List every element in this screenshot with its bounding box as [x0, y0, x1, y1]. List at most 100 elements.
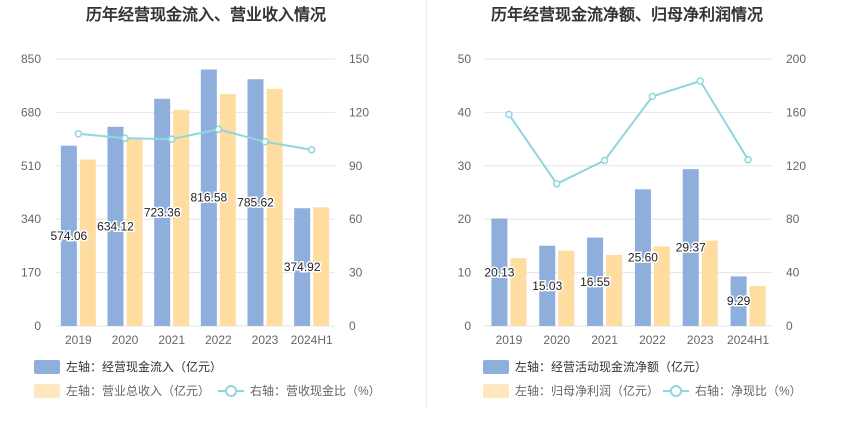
left-axis-tick-label: 40: [458, 105, 472, 119]
bar-secondary-2021[interactable]: [606, 254, 623, 326]
x-axis-tick-label: 2023: [252, 333, 279, 347]
ratio-point-2020[interactable]: [553, 180, 561, 188]
bar-secondary-2023[interactable]: [266, 88, 283, 326]
bar-data-label-2019: 20.13: [484, 265, 514, 279]
bar-data-label-2021: 723.36: [144, 205, 181, 219]
ratio-point-2019[interactable]: [74, 130, 83, 138]
legend-swatch-bar-primary[interactable]: [34, 360, 60, 374]
x-axis-tick-label: 2022: [639, 333, 666, 347]
bar-secondary-2020[interactable]: [558, 250, 575, 326]
ratio-point-2023[interactable]: [261, 138, 269, 146]
bar-primary-2023[interactable]: [682, 169, 699, 326]
bar-secondary-2024H1[interactable]: [313, 207, 330, 326]
left-axis-tick-label: 850: [21, 52, 41, 66]
bar-data-label-2022: 816.58: [190, 191, 227, 205]
left-axis-tick-label: 340: [21, 212, 41, 226]
left-axis-tick-label: 30: [458, 159, 472, 173]
left-axis-tick-label: 50: [458, 52, 472, 66]
ratio-point-2022[interactable]: [214, 125, 223, 134]
bar-primary-2021[interactable]: [154, 98, 171, 326]
ratio-point-2024H1[interactable]: [307, 146, 316, 154]
bar-primary-2024H1[interactable]: [730, 276, 747, 326]
right-axis-tick-label: 120: [349, 105, 369, 119]
right-axis-tick-label: 200: [786, 52, 806, 66]
bar-secondary-2021[interactable]: [173, 109, 190, 327]
ratio-point-2021[interactable]: [167, 135, 176, 143]
left-axis-tick-label: 10: [458, 266, 472, 280]
x-axis-tick-label: 2024H1: [291, 333, 333, 347]
legend-label-series-3[interactable]: 右轴：净现比（%）: [695, 383, 802, 398]
bar-data-label-2023: 785.62: [237, 196, 274, 210]
panel-divider: [426, 0, 427, 408]
legend-label-series-1[interactable]: 左轴：经营现金流入（亿元）: [66, 359, 222, 374]
legend-label-series-3[interactable]: 右轴：营收现金比（%）: [250, 383, 381, 398]
x-axis-tick-label: 2023: [687, 333, 714, 347]
ratio-point-2024H1[interactable]: [744, 156, 752, 164]
x-axis-tick-label: 2019: [65, 333, 92, 347]
bar-secondary-2019[interactable]: [79, 159, 96, 326]
legend-swatch-bar-secondary[interactable]: [34, 384, 60, 398]
chart-title: 历年经营现金流入、营业收入情况: [86, 5, 326, 24]
netcash-profit-chart: 历年经营现金流净额、归母净利润情况 0 10 20 30 40 50 0 40 80 120 16…: [458, 5, 806, 398]
ratio-point-2023[interactable]: [696, 77, 704, 85]
ratio-line: [508, 79, 749, 186]
bar-data-label-2020: 15.03: [532, 279, 562, 293]
bar-secondary-2023[interactable]: [701, 240, 718, 326]
ratio-point-2021[interactable]: [600, 156, 609, 165]
bar-primary-2024H1[interactable]: [294, 208, 311, 326]
bar-data-label-2020: 634.12: [97, 219, 134, 233]
right-axis-tick-label: 90: [349, 159, 363, 173]
bar-primary-2020[interactable]: [107, 126, 124, 327]
right-axis-tick-label: 30: [349, 266, 363, 280]
bar-secondary-2020[interactable]: [126, 137, 143, 326]
left-axis-tick-label: 680: [21, 105, 41, 119]
ratio-point-2020[interactable]: [121, 134, 129, 142]
left-axis-tick-label: 0: [464, 319, 471, 333]
right-axis-tick-label: 0: [349, 319, 356, 333]
x-axis-tick-label: 2021: [591, 333, 618, 347]
ratio-point-2019[interactable]: [505, 110, 513, 119]
x-axis-tick-label: 2020: [112, 333, 139, 347]
x-axis-tick-label: 2022: [205, 333, 232, 347]
bar-primary-2022[interactable]: [200, 69, 217, 327]
bar-data-label-2023: 29.37: [676, 241, 706, 255]
legend-swatch-bar-primary[interactable]: [483, 360, 509, 374]
bar-secondary-2019[interactable]: [510, 258, 527, 326]
ratio-line: [78, 128, 312, 151]
bar-data-label-2024H1: 9.29: [727, 294, 751, 308]
bar-primary-2021[interactable]: [587, 237, 604, 326]
ratio-point-2022[interactable]: [648, 92, 657, 101]
legend-swatch-bar-secondary[interactable]: [483, 384, 509, 398]
right-axis-tick-label: 80: [786, 212, 800, 226]
legend-label-series-2[interactable]: 左轴：营业总收入（亿元）: [66, 383, 210, 398]
x-axis-tick-label: 2020: [543, 333, 570, 347]
bar-data-label-2022: 25.60: [628, 251, 658, 265]
legend-swatch-line-marker: [670, 385, 682, 397]
right-axis-tick-label: 150: [349, 52, 369, 66]
bar-secondary-2022[interactable]: [219, 94, 236, 326]
x-axis-tick-label: 2021: [158, 333, 185, 347]
left-axis-tick-label: 0: [34, 319, 41, 333]
x-axis-tick-label: 2019: [496, 333, 523, 347]
left-axis-tick-label: 170: [21, 266, 41, 280]
bar-primary-2020[interactable]: [539, 245, 556, 326]
cashflow-revenue-chart: 历年经营现金流入、营业收入情况 0 170 340 510 680 850 0 30 60 90…: [21, 5, 381, 398]
bar-data-label-2021: 16.55: [580, 275, 610, 289]
right-axis-tick-label: 160: [786, 105, 806, 119]
bar-secondary-2024H1[interactable]: [749, 285, 766, 326]
bar-data-label-2024H1: 374.92: [284, 260, 321, 274]
legend-label-series-1[interactable]: 左轴：经营活动现金流净额（亿元）: [515, 359, 707, 374]
x-axis-tick-label: 2024H1: [727, 333, 769, 347]
bar-primary-2019[interactable]: [491, 218, 508, 326]
bar-data-label-2019: 574.06: [50, 229, 87, 243]
bar-primary-2022[interactable]: [634, 189, 651, 326]
legend-label-series-2[interactable]: 左轴：归母净利润（亿元）: [515, 383, 659, 398]
right-axis-tick-label: 60: [349, 212, 363, 226]
left-axis-tick-label: 20: [458, 212, 472, 226]
right-axis-tick-label: 0: [786, 319, 793, 333]
chart-title: 历年经营现金流净额、归母净利润情况: [491, 5, 763, 24]
legend-swatch-line-marker: [225, 385, 237, 397]
bar-secondary-2022[interactable]: [653, 246, 670, 326]
bar-primary-2019[interactable]: [60, 145, 77, 326]
